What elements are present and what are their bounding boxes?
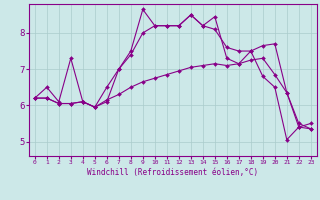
X-axis label: Windchill (Refroidissement éolien,°C): Windchill (Refroidissement éolien,°C): [87, 168, 258, 177]
